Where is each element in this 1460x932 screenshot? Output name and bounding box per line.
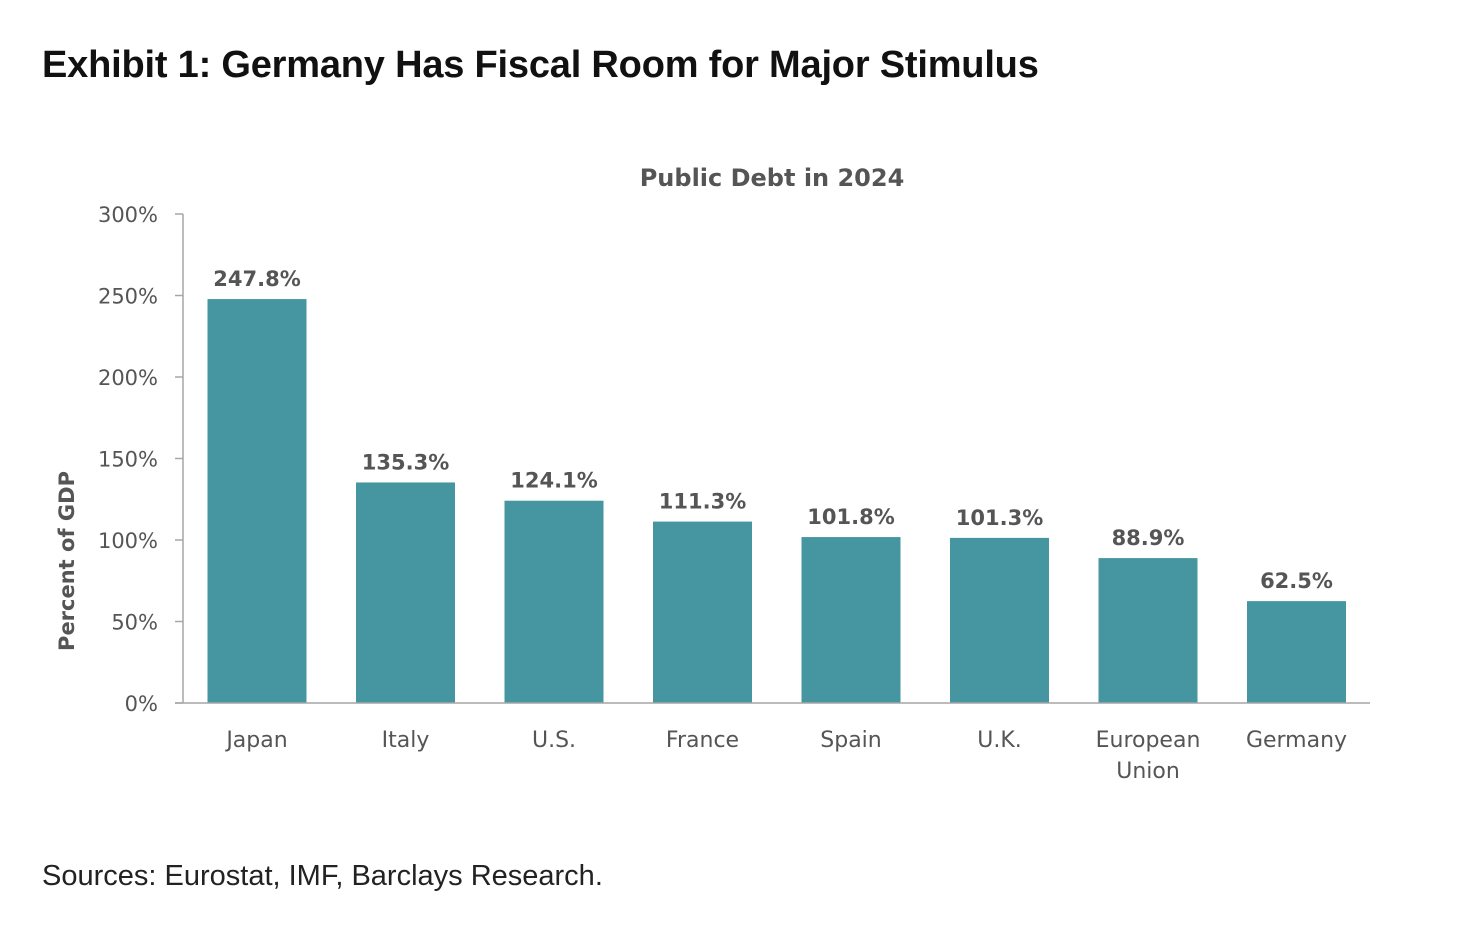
- y-tick-label: 150%: [98, 448, 158, 472]
- bar-value-label: 101.3%: [956, 506, 1043, 530]
- bar: [950, 537, 1049, 703]
- x-tick-label-line: European: [1096, 728, 1201, 753]
- y-axis: 0% 50% 100% 150% 200% 250% 300%: [98, 203, 184, 716]
- x-axis: Japan Italy U.S. France Spain U.K. European Uni…: [175, 702, 1370, 784]
- x-tick-label: Japan: [224, 728, 287, 753]
- y-tick-label: 100%: [98, 529, 158, 553]
- bar: [207, 299, 307, 703]
- bar-value-label: 101.8%: [807, 505, 894, 529]
- y-tick-label: 300%: [98, 203, 158, 227]
- bar-value-label: 124.1%: [510, 469, 597, 493]
- x-tick-label-line: Spain: [820, 728, 881, 753]
- data-labels: 247.8% 135.3% 124.1% 111.3% 101.8% 101.3% 88.9…: [213, 267, 1333, 593]
- x-tick-label-line: Japan: [224, 728, 287, 753]
- x-tick-label-line: Italy: [382, 728, 430, 753]
- bar-value-label: 247.8%: [213, 267, 300, 291]
- x-tick-label: France: [666, 728, 739, 753]
- bar: [1247, 601, 1346, 703]
- x-tick-label-line: France: [666, 728, 739, 753]
- x-tick-label: U.S.: [532, 728, 576, 753]
- chart-title: Public Debt in 2024: [640, 164, 905, 192]
- bar-series: [207, 299, 1346, 703]
- bar: [504, 500, 604, 703]
- sources-note: Sources: Eurostat, IMF, Barclays Researc…: [42, 860, 603, 892]
- y-tick-label: 0%: [125, 692, 158, 716]
- y-axis-label: Percent of GDP: [55, 471, 79, 651]
- chart-canvas: Public Debt in 2024 Percent of GDP 0% 50%…: [55, 164, 1370, 784]
- x-tick-label-line: U.S.: [532, 728, 576, 753]
- x-tick-label: Germany: [1246, 728, 1347, 753]
- y-tick-label: 200%: [98, 366, 158, 390]
- bar-value-label: 111.3%: [659, 490, 746, 514]
- x-tick-label: U.K.: [977, 728, 1022, 753]
- bar-value-label: 135.3%: [362, 450, 449, 474]
- bar: [1098, 558, 1198, 703]
- bar: [653, 521, 752, 703]
- bar: [356, 482, 455, 703]
- x-tick-label-line: Germany: [1246, 728, 1347, 753]
- x-tick-label: Italy: [382, 728, 430, 753]
- bar-value-label: 88.9%: [1112, 526, 1185, 550]
- bar: [801, 537, 901, 703]
- y-tick-label: 50%: [111, 611, 158, 635]
- exhibit-title: Exhibit 1: Germany Has Fiscal Room for M…: [42, 44, 1039, 86]
- x-tick-label-line: Union: [1116, 759, 1180, 784]
- bar-chart: Public Debt in 2024 Percent of GDP 0% 50%…: [0, 140, 1460, 820]
- y-tick-label: 250%: [98, 285, 158, 309]
- x-tick-label: Spain: [820, 728, 881, 753]
- x-tick-label: European Union: [1096, 728, 1201, 784]
- x-tick-label-line: U.K.: [977, 728, 1022, 753]
- bar-value-label: 62.5%: [1260, 569, 1333, 593]
